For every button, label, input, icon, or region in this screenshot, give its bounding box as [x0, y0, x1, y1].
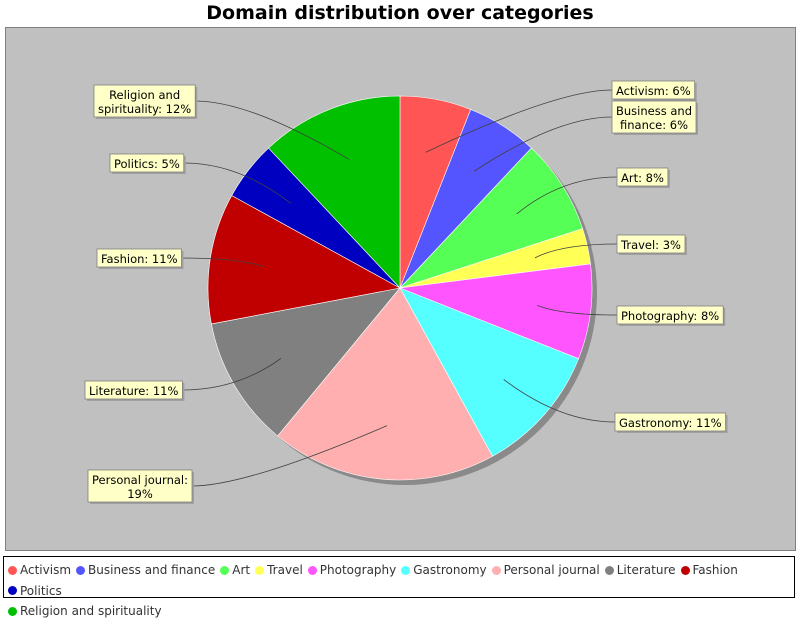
pie-slice-gastronomy — [399, 287, 579, 457]
slice-label-fashion: Fashion: 11% — [96, 248, 264, 269]
label-text: Photography: 8% — [621, 309, 719, 323]
legend-swatch — [255, 565, 265, 575]
legend-item-activism: Activism — [8, 560, 71, 580]
leader-line — [537, 304, 618, 316]
legend-swatch — [8, 565, 17, 575]
label-box — [87, 469, 193, 503]
leader-line — [534, 243, 618, 259]
legend-swatch — [491, 565, 501, 575]
label-text: Religion and — [109, 88, 180, 102]
pie-slice-literature — [211, 287, 401, 437]
label-box — [93, 84, 196, 118]
legend-swatch — [8, 606, 17, 616]
legend-label: Art — [232, 563, 251, 577]
label-box — [611, 80, 696, 100]
legend-item-business-and-finance: Business and finance — [76, 560, 215, 580]
legend-item-religion-and-spirituality: Religion and spirituality — [8, 601, 162, 621]
legend-label: Politics — [20, 583, 62, 598]
leader-line — [195, 100, 350, 160]
label-text: Personal journal: — [92, 473, 188, 487]
label-box — [616, 234, 686, 254]
slice-label-activism: Activism: 6% — [425, 80, 697, 153]
slice-label-personal-journal: Personal journal:19% — [87, 425, 388, 504]
label-text: spirituality: 12% — [98, 102, 191, 116]
leader-line — [503, 379, 616, 423]
legend-label: Literature — [616, 563, 676, 577]
legend-label: Gastronomy — [413, 563, 487, 577]
legend-item-photography: Photography — [307, 560, 397, 580]
legend-swatch — [604, 565, 614, 575]
leader-line — [191, 425, 388, 487]
legend-label: Activism — [20, 563, 72, 577]
slice-label-politics: Politics: 5% — [109, 153, 292, 204]
label-text: Travel: 3% — [620, 238, 681, 252]
legend-item-travel: Travel — [255, 560, 303, 580]
label-text: Business and — [616, 104, 692, 118]
label-text: Politics: 5% — [114, 157, 180, 171]
label-box — [84, 380, 183, 400]
label-text: Art: 8% — [621, 171, 664, 185]
leader-line — [473, 116, 613, 172]
legend-swatch — [307, 565, 317, 575]
leader-line — [516, 176, 618, 215]
pie-slice-photography — [399, 263, 593, 360]
label-box — [616, 305, 724, 325]
legend-label: Personal journal — [503, 563, 600, 577]
legend-label: Business and finance — [88, 563, 216, 577]
slice-label-travel: Travel: 3% — [534, 234, 687, 259]
label-box — [616, 167, 669, 187]
label-box — [614, 412, 726, 432]
slice-label-photography: Photography: 8% — [537, 304, 726, 326]
label-text: 19% — [127, 487, 153, 501]
legend-item-literature: Literature — [604, 560, 676, 580]
slice-label-gastronomy: Gastronomy: 11% — [503, 379, 728, 433]
chart-title: Domain distribution over categories — [206, 2, 594, 24]
pie-slice-art — [399, 147, 583, 289]
legend-swatch — [680, 565, 690, 575]
pie-slice-personal-journal — [277, 287, 493, 481]
leader-line — [425, 89, 613, 153]
legend-label: Travel — [267, 563, 303, 577]
label-text: Fashion: 11% — [101, 252, 178, 266]
legend-label: Fashion — [692, 563, 738, 577]
legend: Activism Business and finance Art Travel Pho… — [3, 556, 795, 618]
leader-line — [181, 257, 264, 267]
legend-swatch — [401, 565, 411, 575]
label-text: finance: 6% — [620, 118, 688, 132]
pie-slice-fashion — [207, 195, 401, 325]
pie-slice-religion-and-spirituality — [268, 95, 401, 289]
slice-label-literature: Literature: 11% — [84, 358, 282, 401]
legend-swatch — [220, 565, 230, 575]
label-text: Literature: 11% — [89, 384, 178, 398]
label-box — [96, 248, 182, 268]
legend-swatch — [8, 586, 17, 595]
label-text: Gastronomy: 11% — [619, 416, 722, 430]
label-box — [109, 153, 185, 173]
leader-line — [183, 162, 292, 204]
label-text: Activism: 6% — [616, 84, 691, 98]
legend-item-politics: Politics — [8, 581, 62, 601]
legend-label: Religion and spirituality — [20, 604, 162, 618]
legend-item-fashion: Fashion — [680, 560, 738, 580]
label-box — [611, 100, 697, 134]
leader-line — [182, 358, 282, 391]
slice-label-art: Art: 8% — [516, 167, 670, 215]
legend-item-gastronomy: Gastronomy — [401, 560, 487, 580]
legend-label: Photography — [319, 563, 397, 577]
legend-swatch — [76, 565, 86, 575]
legend-item-personal-journal: Personal journal — [491, 560, 600, 580]
legend-item-art: Art — [220, 560, 250, 580]
